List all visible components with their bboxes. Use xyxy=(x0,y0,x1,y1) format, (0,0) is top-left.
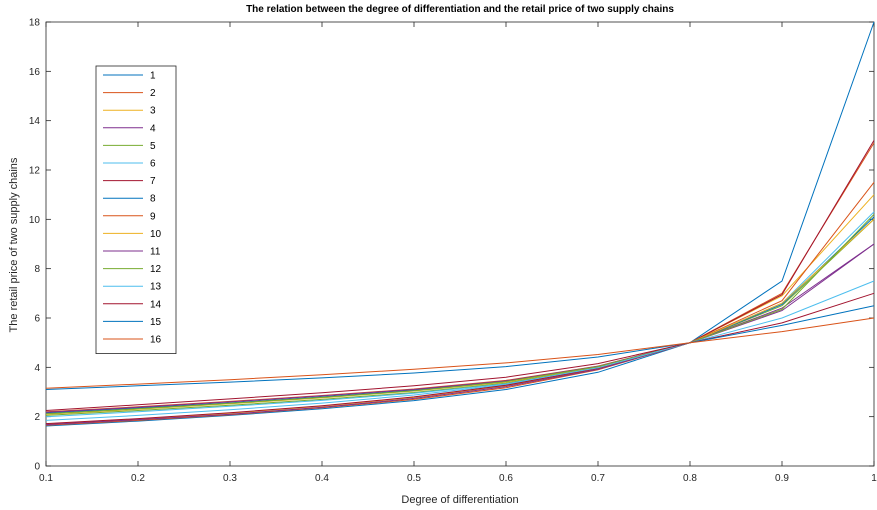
legend-box xyxy=(95,65,177,355)
legend-label: 3 xyxy=(150,106,156,117)
y-axis-title: The retail price of two supply chains xyxy=(8,157,20,332)
series-line-11 xyxy=(45,243,875,413)
chart-title: The relation between the degree of diffe… xyxy=(246,4,674,15)
series-line-7 xyxy=(45,140,875,425)
x-tick-label: 0.8 xyxy=(683,473,697,484)
y-tick-label: 6 xyxy=(34,314,40,325)
legend-label: 12 xyxy=(150,264,162,275)
series-line-14 xyxy=(45,292,875,411)
y-tick-label: 16 xyxy=(29,67,41,78)
legend-label: 6 xyxy=(150,159,156,170)
y-tick-label: 12 xyxy=(29,166,41,177)
legend-label: 1 xyxy=(150,71,156,82)
x-tick-label: 0.7 xyxy=(591,473,605,484)
legend-label: 13 xyxy=(150,282,162,293)
x-tick-label: 0.5 xyxy=(407,473,421,484)
legend-label: 2 xyxy=(150,88,156,99)
x-tick-label: 0.4 xyxy=(315,473,329,484)
series-line-2 xyxy=(45,142,875,426)
y-tick-label: 0 xyxy=(34,462,40,473)
x-tick-label: 0.1 xyxy=(39,473,53,484)
x-tick-label: 0.9 xyxy=(775,473,789,484)
series-line-4 xyxy=(45,243,875,426)
y-tick-label: 8 xyxy=(34,264,40,275)
x-tick-label: 1 xyxy=(871,473,877,484)
x-tick-label: 0.3 xyxy=(223,473,237,484)
legend-label: 8 xyxy=(150,194,156,205)
legend-label: 15 xyxy=(150,317,162,328)
legend-label: 9 xyxy=(150,211,156,222)
series-line-12 xyxy=(45,214,875,415)
legend-label: 14 xyxy=(150,299,162,310)
legend-label: 5 xyxy=(150,141,156,152)
y-tick-label: 4 xyxy=(34,363,40,374)
legend-label: 4 xyxy=(150,123,156,134)
y-tick-label: 18 xyxy=(29,18,41,29)
y-tick-label: 10 xyxy=(29,215,41,226)
y-tick-label: 14 xyxy=(29,116,41,127)
legend-label: 11 xyxy=(150,247,161,258)
legend-label: 16 xyxy=(150,335,162,346)
x-tick-label: 0.2 xyxy=(131,473,145,484)
x-axis-title: Degree of differentiation xyxy=(401,494,518,506)
series-line-16 xyxy=(45,317,875,389)
series-line-5 xyxy=(45,218,875,416)
series-line-15 xyxy=(45,305,875,390)
series-line-13 xyxy=(45,280,875,418)
series-line-1 xyxy=(45,21,875,427)
y-tick-label: 2 xyxy=(34,412,40,423)
legend-label: 10 xyxy=(150,229,162,240)
x-tick-label: 0.6 xyxy=(499,473,513,484)
series-group xyxy=(45,21,875,427)
legend-label: 7 xyxy=(150,176,156,187)
